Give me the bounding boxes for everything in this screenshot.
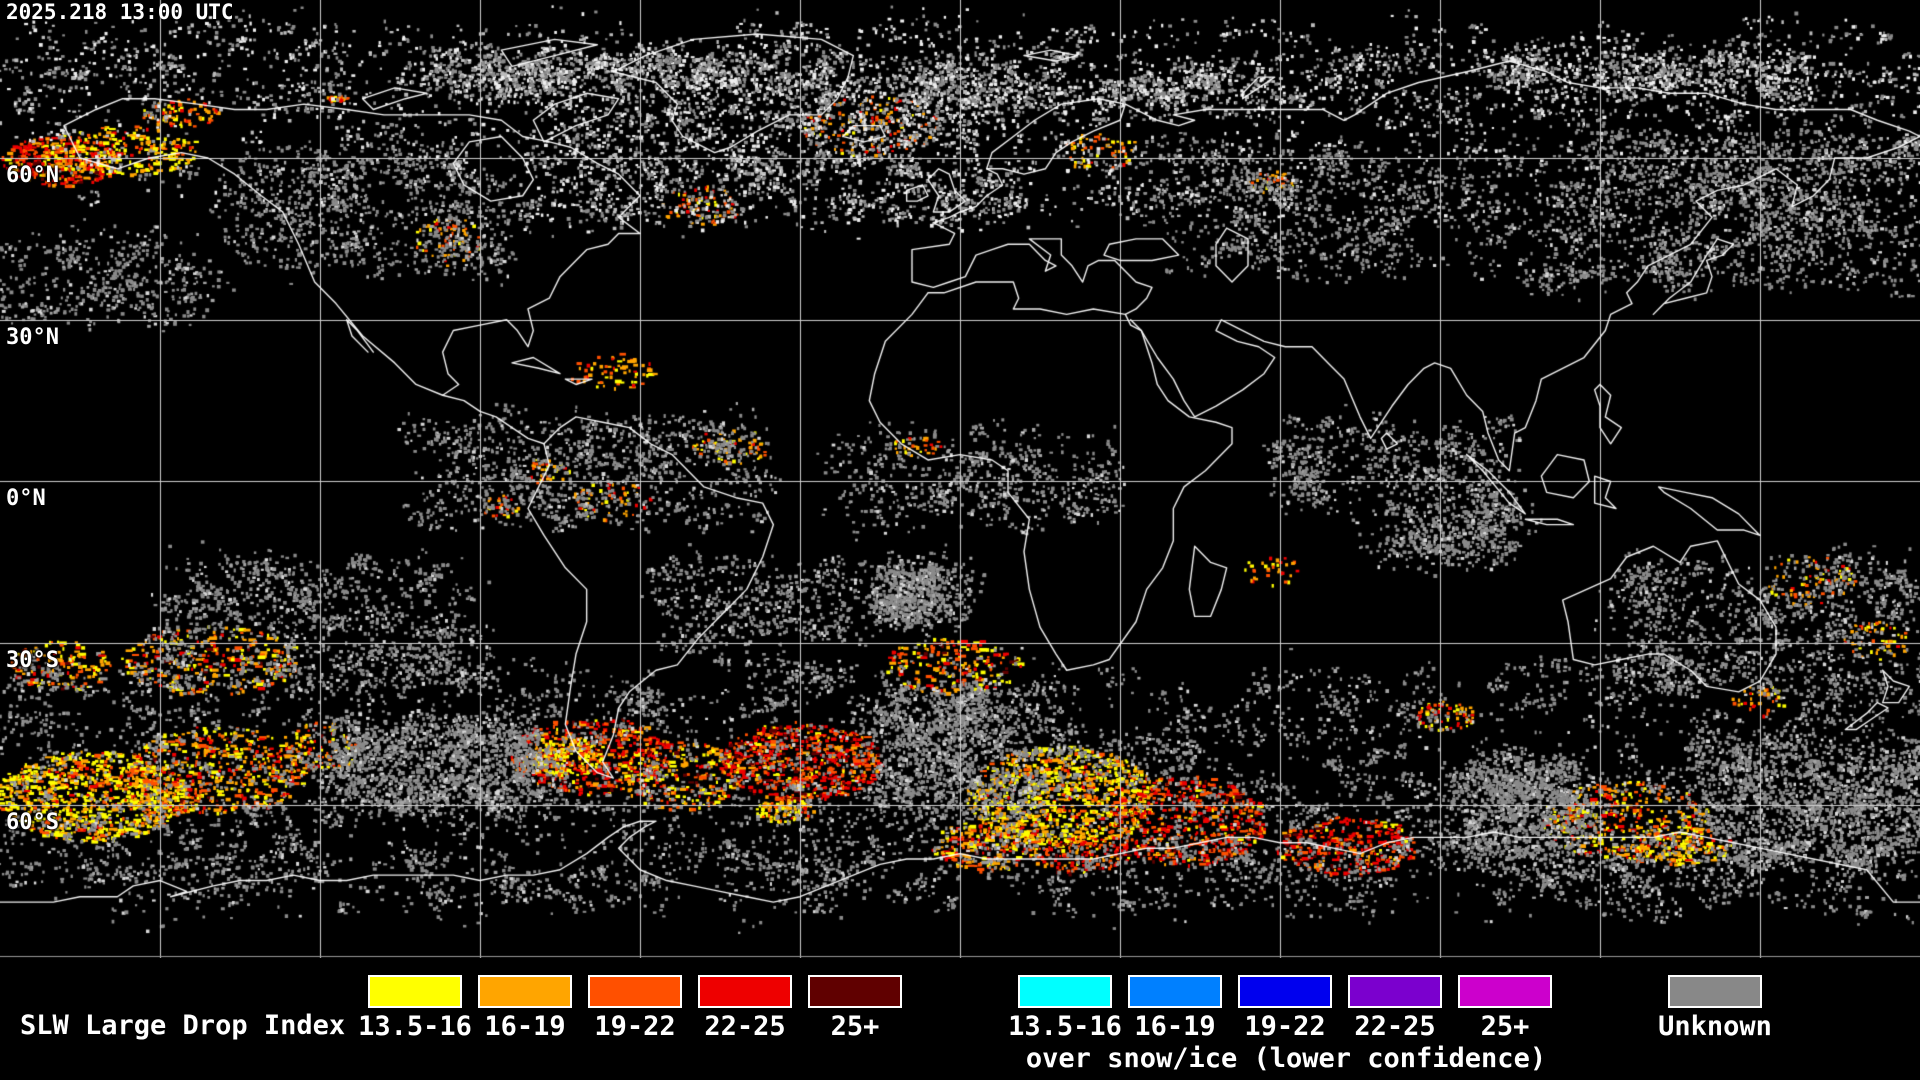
legend-swatch [1018,975,1112,1008]
legend-group-standard: 13.5-16 16-19 19-22 22-25 25+ [358,975,902,1042]
legend-title: SLW Large Drop Index [20,1010,346,1041]
legend-item: 13.5-16 [1008,975,1122,1042]
latitude-label: 30°S [6,648,59,673]
legend-swatch-label: 19-22 [594,1011,676,1042]
legend-item: 25+ [808,975,902,1042]
legend-swatch [588,975,682,1008]
legend-swatch [808,975,902,1008]
legend-swatch-label: 16-19 [484,1011,566,1042]
legend-swatch [1458,975,1552,1008]
legend-swatch [1238,975,1332,1008]
latitude-label: 60°N [6,163,59,188]
legend-group-snow-ice: 13.5-16 16-19 19-22 22-25 25+ [1008,975,1552,1042]
legend-group-unknown: Unknown [1658,975,1772,1042]
legend-item: 19-22 [588,975,682,1042]
latitude-label: 30°N [6,325,59,350]
legend-item: 16-19 [478,975,572,1042]
timestamp: 2025.218 13:00 UTC [6,0,234,24]
legend-swatch [1668,975,1762,1008]
legend-swatch-label: 25+ [830,1011,880,1042]
latitude-label: 60°S [6,810,59,835]
legend: SLW Large Drop Index 13.5-16 16-19 19-22 22… [0,958,1920,1080]
legend-item: 22-25 [1348,975,1442,1042]
legend-item: 16-19 [1128,975,1222,1042]
legend-swatch-label: 19-22 [1244,1011,1326,1042]
legend-swatch-label: 22-25 [704,1011,786,1042]
legend-swatch [698,975,792,1008]
legend-swatch-label: 16-19 [1134,1011,1216,1042]
world-map-canvas [0,0,1920,958]
legend-item: 19-22 [1238,975,1332,1042]
legend-swatch [368,975,462,1008]
legend-swatch [478,975,572,1008]
legend-swatch-label: 13.5-16 [358,1011,472,1042]
legend-item: 22-25 [698,975,792,1042]
legend-swatch-label: 22-25 [1354,1011,1436,1042]
legend-swatch-label: Unknown [1658,1011,1772,1042]
legend-swatch [1128,975,1222,1008]
snow-ice-note: over snow/ice (lower confidence) [1025,1043,1547,1074]
legend-item: Unknown [1658,975,1772,1042]
legend-item: 13.5-16 [358,975,472,1042]
legend-swatch-label: 13.5-16 [1008,1011,1122,1042]
legend-swatch-label: 25+ [1480,1011,1530,1042]
latitude-label: 0°N [6,486,46,511]
legend-swatch [1348,975,1442,1008]
legend-item: 25+ [1458,975,1552,1042]
